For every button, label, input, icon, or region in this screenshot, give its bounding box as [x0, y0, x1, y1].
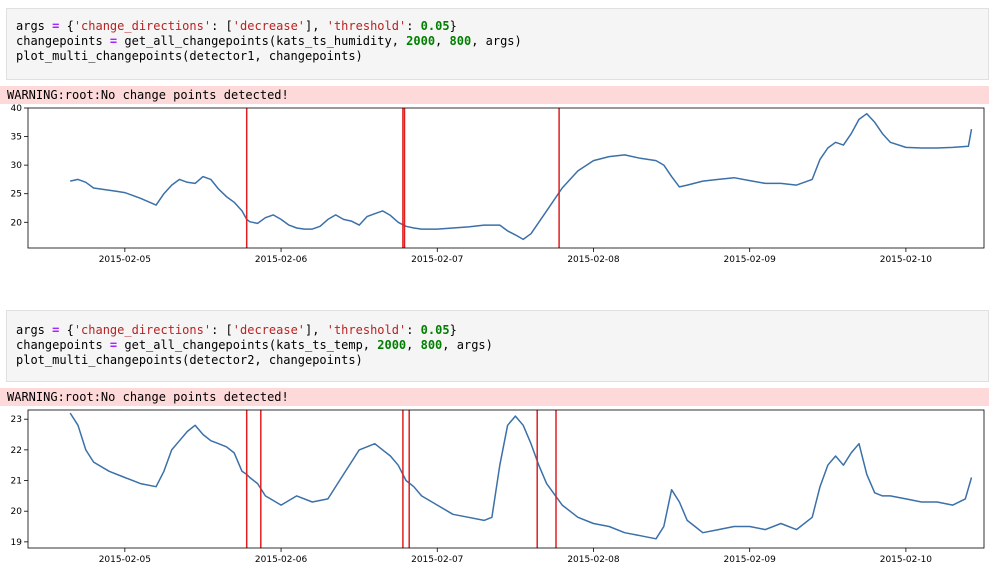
x-tick-label: 2015-02-09 [724, 555, 777, 565]
code-line: args = {'change_directions': ['decrease'… [16, 323, 457, 337]
code-line: changepoints = get_all_changepoints(kats… [16, 34, 522, 48]
code-line: plot_multi_changepoints(detector2, chang… [16, 353, 363, 367]
y-tick-label: 35 [11, 133, 22, 143]
y-tick-label: 40 [11, 104, 23, 114]
x-tick-label: 2015-02-08 [567, 255, 620, 265]
code-line: changepoints = get_all_changepoints(kats… [16, 338, 493, 352]
code-line: args = {'change_directions': ['decrease'… [16, 19, 457, 33]
x-tick-label: 2015-02-09 [724, 255, 777, 265]
y-tick-label: 23 [11, 415, 22, 425]
series-line [70, 112, 973, 241]
plot-frame [27, 107, 985, 249]
x-tick-label: 2015-02-10 [880, 255, 933, 265]
code-cell-1[interactable]: args = {'change_directions': ['decrease'… [6, 8, 989, 80]
x-tick-label: 2015-02-06 [255, 555, 308, 565]
temperature-changepoint-chart: 2015-02-05 2015-02-06 2015-02-07 2015-02-08… [11, 409, 985, 565]
y-tick-label: 19 [11, 538, 23, 548]
plot-frame [27, 409, 985, 549]
y-tick-label: 22 [11, 446, 22, 456]
x-tick-label: 2015-02-10 [880, 555, 933, 565]
y-tick-label: 30 [11, 161, 23, 171]
humidity-changepoint-chart: 2015-02-05 2015-02-06 2015-02-07 2015-02-08… [11, 104, 985, 265]
x-tick-label: 2015-02-08 [567, 555, 620, 565]
y-tick-label: 21 [11, 477, 22, 487]
code-line: plot_multi_changepoints(detector1, chang… [16, 49, 363, 63]
code-cell-2[interactable]: args = {'change_directions': ['decrease'… [6, 310, 989, 382]
warning-output: WARNING:root:No change points detected! [0, 86, 989, 104]
x-tick-label: 2015-02-07 [411, 255, 463, 265]
series-line [69, 412, 973, 540]
x-tick-label: 2015-02-06 [255, 255, 308, 265]
warning-output: WARNING:root:No change points detected! [0, 388, 989, 406]
y-tick-label: 20 [11, 218, 23, 228]
x-tick-label: 2015-02-05 [99, 555, 151, 565]
x-tick-label: 2015-02-05 [99, 255, 151, 265]
x-tick-label: 2015-02-07 [411, 555, 463, 565]
y-tick-label: 25 [11, 190, 22, 200]
y-tick-label: 20 [11, 507, 23, 517]
